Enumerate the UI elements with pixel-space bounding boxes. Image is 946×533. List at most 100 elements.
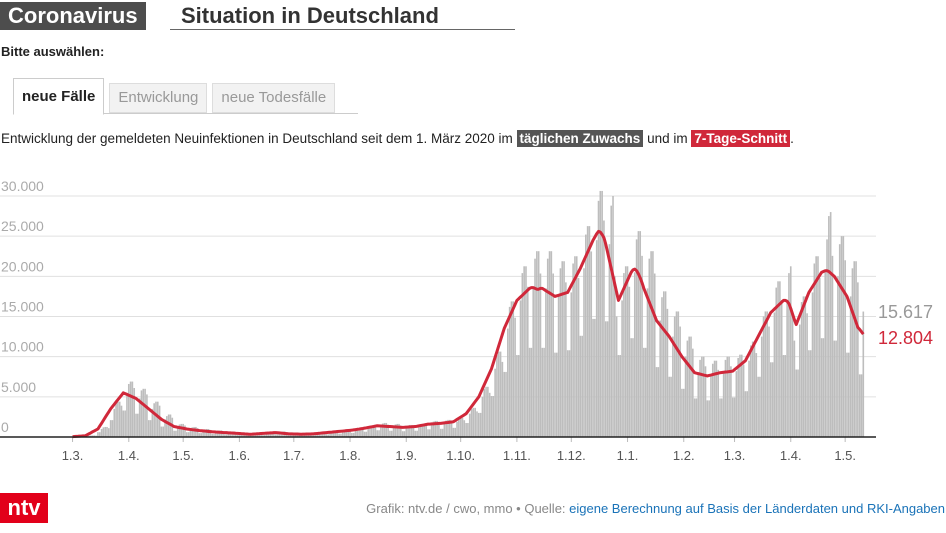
bar xyxy=(606,321,609,437)
bar xyxy=(534,258,536,437)
bar xyxy=(142,388,145,437)
bar xyxy=(409,424,411,437)
bar xyxy=(808,350,810,437)
bar xyxy=(525,266,527,437)
bar xyxy=(390,430,393,437)
bar xyxy=(552,273,554,437)
bar xyxy=(131,381,134,437)
bar xyxy=(227,432,230,437)
description: Entwicklung der gemeldeten Neuinfektione… xyxy=(1,130,794,147)
bar xyxy=(336,432,339,437)
bar xyxy=(450,421,453,437)
y-tick-label: 0 xyxy=(1,419,9,435)
bar xyxy=(857,282,859,437)
tab[interactable]: Entwicklung xyxy=(109,83,208,113)
bar xyxy=(706,400,709,437)
bar xyxy=(127,383,130,437)
bar xyxy=(726,356,729,437)
bar xyxy=(479,412,482,437)
bar xyxy=(693,398,696,437)
line xyxy=(72,229,865,439)
bar xyxy=(608,244,611,437)
bar xyxy=(770,362,772,437)
bar xyxy=(773,312,776,437)
bar xyxy=(748,360,750,437)
bar xyxy=(458,418,460,437)
bar xyxy=(432,421,435,437)
bar xyxy=(681,388,683,437)
bar xyxy=(349,430,351,437)
prompt: Bitte auswählen: xyxy=(1,44,105,59)
bar xyxy=(546,258,549,437)
bar xyxy=(820,338,823,437)
bar xyxy=(351,432,353,437)
tab[interactable]: neue Fälle xyxy=(13,78,105,115)
bar xyxy=(144,388,146,437)
bar xyxy=(224,434,226,437)
bar xyxy=(849,296,852,437)
bar xyxy=(565,282,567,437)
y-tick-label: 25.000 xyxy=(1,218,44,234)
bar xyxy=(764,311,767,437)
bar xyxy=(679,326,681,437)
bar xyxy=(102,427,105,437)
bar xyxy=(811,292,814,437)
bar xyxy=(494,368,496,437)
bar xyxy=(588,226,591,437)
bar xyxy=(581,335,583,437)
bar xyxy=(461,417,464,437)
bar xyxy=(837,276,839,437)
bar xyxy=(838,244,841,437)
bar xyxy=(739,354,741,437)
bar xyxy=(213,433,215,437)
end-label: 15.617 xyxy=(878,302,933,322)
bar xyxy=(672,336,674,437)
bar xyxy=(766,311,768,437)
bar xyxy=(550,251,553,437)
bar xyxy=(677,311,680,437)
bar xyxy=(452,427,455,437)
bar xyxy=(160,426,163,437)
bar xyxy=(813,263,816,437)
bar xyxy=(555,352,558,437)
bar xyxy=(724,359,727,437)
bar xyxy=(421,423,424,437)
bar xyxy=(488,392,491,437)
bar xyxy=(788,273,790,437)
bar xyxy=(499,351,502,437)
bar xyxy=(543,347,545,437)
bar xyxy=(604,321,607,437)
bar xyxy=(809,350,812,437)
bar xyxy=(263,434,266,437)
bar xyxy=(793,340,796,437)
title-box: Coronavirus xyxy=(0,2,146,30)
bar xyxy=(153,403,155,437)
bar xyxy=(510,301,513,437)
bar xyxy=(744,391,747,437)
bar xyxy=(599,190,602,437)
x-tick-label: 1.10. xyxy=(446,448,475,463)
tab[interactable]: neue Todesfälle xyxy=(212,83,336,113)
bar xyxy=(779,281,781,437)
bar xyxy=(519,300,522,437)
bar xyxy=(274,434,277,437)
x-tick-label: 1.12. xyxy=(557,448,586,463)
bar xyxy=(762,316,765,437)
bar xyxy=(804,296,807,437)
bar xyxy=(302,435,304,437)
description-text: . xyxy=(790,131,794,146)
legend-bars: täglichen Zuwachs xyxy=(516,130,644,147)
source-link[interactable]: eigene Berechnung auf Basis der Länderda… xyxy=(569,501,945,516)
bar xyxy=(751,341,754,437)
bar xyxy=(692,348,694,437)
bar xyxy=(603,220,605,437)
bar xyxy=(682,388,685,437)
x-tick-label: 1.4. xyxy=(780,448,802,463)
bar xyxy=(104,426,106,437)
bar xyxy=(722,372,725,437)
bar xyxy=(149,420,152,437)
bar xyxy=(381,423,384,437)
bar xyxy=(271,432,273,437)
bar xyxy=(768,326,770,437)
bar xyxy=(438,422,440,437)
